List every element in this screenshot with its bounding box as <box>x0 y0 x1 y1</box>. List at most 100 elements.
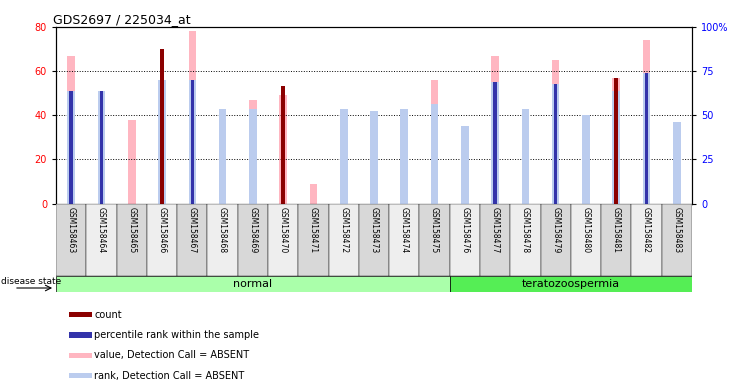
Bar <box>56 276 450 292</box>
Text: GSM158480: GSM158480 <box>581 207 590 253</box>
Bar <box>69 333 92 338</box>
Bar <box>160 49 164 204</box>
Bar <box>491 82 499 204</box>
Bar <box>552 84 560 204</box>
Bar <box>191 80 194 204</box>
Text: GSM158474: GSM158474 <box>399 207 408 253</box>
Text: disease state: disease state <box>1 277 61 286</box>
Bar <box>521 109 529 204</box>
Text: GSM158466: GSM158466 <box>158 207 167 253</box>
Bar <box>613 91 620 204</box>
Bar <box>159 80 166 204</box>
Bar <box>70 91 73 204</box>
Text: GSM158471: GSM158471 <box>309 207 318 253</box>
Bar <box>643 73 650 204</box>
Bar <box>160 49 164 204</box>
Bar <box>188 80 196 204</box>
Bar <box>147 204 177 276</box>
Text: GSM158483: GSM158483 <box>672 207 681 253</box>
Bar <box>219 109 227 204</box>
Bar <box>117 204 147 276</box>
Bar <box>159 80 166 204</box>
Bar <box>98 91 105 204</box>
Bar <box>328 204 359 276</box>
Bar <box>631 204 662 276</box>
Bar <box>340 109 348 204</box>
Bar <box>450 204 480 276</box>
Bar <box>521 109 529 204</box>
Bar <box>420 204 450 276</box>
Text: normal: normal <box>233 279 272 289</box>
Bar <box>431 80 438 204</box>
Text: GSM158482: GSM158482 <box>642 207 651 253</box>
Text: GSM158473: GSM158473 <box>370 207 378 253</box>
Bar <box>491 56 499 204</box>
Bar <box>86 204 117 276</box>
Text: count: count <box>94 310 122 320</box>
Bar <box>450 276 692 292</box>
Bar <box>67 56 75 204</box>
Text: GSM158478: GSM158478 <box>521 207 530 253</box>
Text: teratozoospermia: teratozoospermia <box>522 279 620 289</box>
Bar <box>128 120 135 204</box>
Bar <box>177 204 207 276</box>
Text: GSM158463: GSM158463 <box>67 207 76 253</box>
Bar <box>238 204 268 276</box>
Bar <box>480 204 510 276</box>
Bar <box>98 91 105 204</box>
Text: GSM158464: GSM158464 <box>97 207 106 253</box>
Bar <box>643 40 650 204</box>
Text: GSM158479: GSM158479 <box>551 207 560 253</box>
Text: percentile rank within the sample: percentile rank within the sample <box>94 330 260 340</box>
Bar <box>461 131 468 204</box>
Text: value, Detection Call = ABSENT: value, Detection Call = ABSENT <box>94 350 249 360</box>
Bar <box>673 122 681 204</box>
Bar <box>614 78 618 204</box>
Bar <box>614 93 618 204</box>
Bar <box>310 184 317 204</box>
Bar <box>69 373 92 378</box>
Bar <box>207 204 238 276</box>
Bar <box>614 78 618 204</box>
Bar <box>298 204 328 276</box>
Bar <box>56 204 86 276</box>
Bar <box>613 78 620 204</box>
Bar <box>510 204 541 276</box>
Bar <box>370 111 378 204</box>
Bar <box>673 131 681 204</box>
Bar <box>370 111 378 204</box>
Bar <box>400 109 408 204</box>
Bar <box>389 204 420 276</box>
Bar <box>188 31 196 204</box>
Text: GSM158477: GSM158477 <box>491 207 500 253</box>
Text: GSM158475: GSM158475 <box>430 207 439 253</box>
Text: GSM158481: GSM158481 <box>612 207 621 253</box>
Bar <box>160 80 164 204</box>
Text: GSM158468: GSM158468 <box>218 207 227 253</box>
Text: GSM158476: GSM158476 <box>460 207 469 253</box>
Bar <box>280 95 287 204</box>
Text: GDS2697 / 225034_at: GDS2697 / 225034_at <box>53 13 191 26</box>
Bar <box>554 84 557 204</box>
Bar <box>601 204 631 276</box>
Bar <box>662 204 692 276</box>
Bar <box>359 204 389 276</box>
Bar <box>461 126 468 204</box>
Text: GSM158470: GSM158470 <box>279 207 288 253</box>
Text: GSM158472: GSM158472 <box>340 207 349 253</box>
Text: rank, Detection Call = ABSENT: rank, Detection Call = ABSENT <box>94 371 245 381</box>
Text: GSM158467: GSM158467 <box>188 207 197 253</box>
Bar <box>571 204 601 276</box>
Bar <box>645 73 649 204</box>
Bar <box>541 204 571 276</box>
Bar <box>219 109 227 204</box>
Bar <box>582 120 589 204</box>
Bar <box>340 109 348 204</box>
Bar <box>281 95 285 204</box>
Bar <box>249 100 257 204</box>
Bar <box>69 353 92 358</box>
Bar <box>69 312 92 317</box>
Bar <box>493 82 497 204</box>
Bar <box>99 91 103 204</box>
Bar <box>400 109 408 204</box>
